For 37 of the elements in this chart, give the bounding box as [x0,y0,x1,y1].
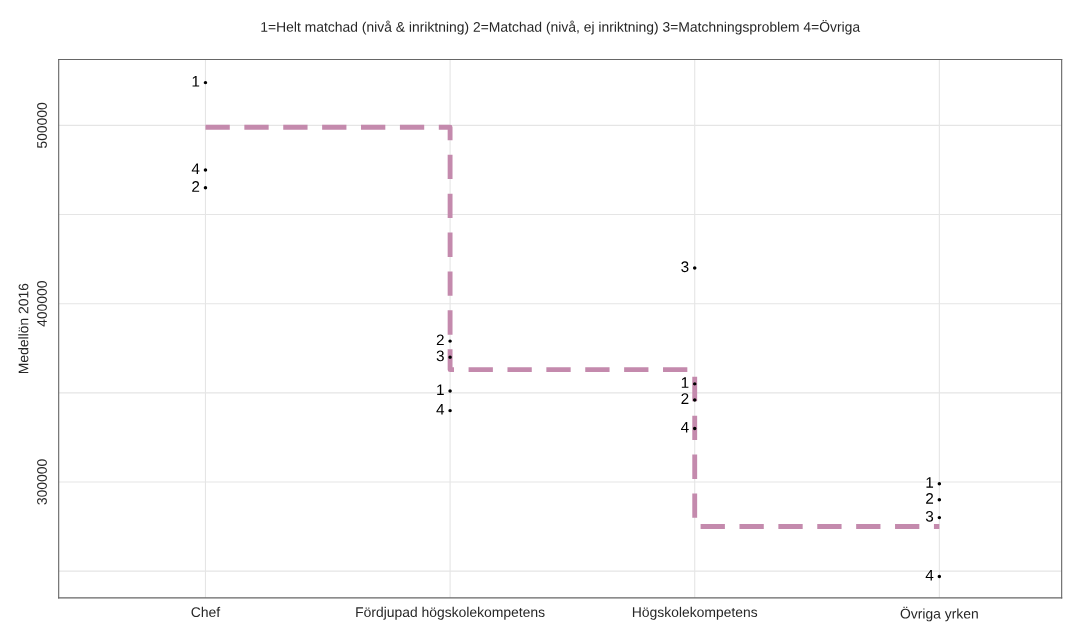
point [448,389,452,393]
chart-title: 1=Helt matchad (nivå & inriktning) 2=Matchad (nivå, ej inriktning) 3=Matchningsproblem 4=Övriga [261,20,861,35]
x-tick-label: Högskolekompetens [632,606,758,620]
point [937,482,942,486]
text: 4 [925,569,934,581]
series-label: 4 [681,421,689,433]
text: 3 [925,510,934,522]
text: 4 [191,163,200,174]
y-axis-title: Medellön 2016 [18,283,29,374]
point [203,80,208,85]
point [448,339,452,343]
point [693,382,697,386]
text: 2 [436,334,444,346]
text: 2 [681,393,689,404]
text: 4 [436,404,445,415]
series-label: 1 [192,76,200,87]
x-tick-label: Chef [191,606,221,618]
point [693,266,697,270]
series-label: 3 [436,350,444,362]
y-tick-label: 300000 [37,459,47,505]
point [448,408,452,413]
text: 3 [681,261,689,273]
point [448,355,452,359]
y-tick-label: 400000 [37,281,47,327]
text: 2 [192,181,200,192]
text: 1 [437,384,444,395]
point [937,574,942,579]
text: 1 [926,477,934,488]
point [203,186,208,190]
point [693,398,697,402]
text: 1 [681,377,689,388]
series-label: 2 [926,493,934,504]
point [937,515,942,520]
x-tick-label: Fördjupad högskolekompetens [356,606,545,620]
x-tick-label: Övriga yrken [900,606,978,622]
y-tick-label: 500000 [37,102,47,149]
point [693,426,697,431]
